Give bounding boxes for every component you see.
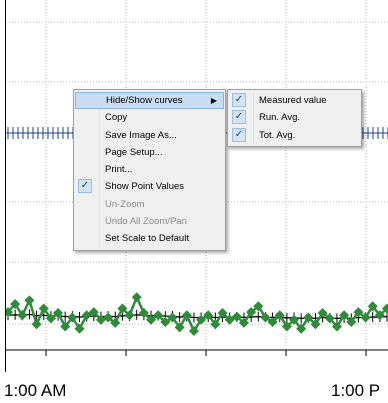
measured-point bbox=[6, 307, 13, 318]
context-menu-item-2[interactable]: Save Image As... bbox=[74, 127, 225, 144]
checkmark-icon: ✓ bbox=[78, 179, 92, 194]
hide-show-curves-submenu: ✓ Measured value ✓ Run. Avg. ✓ Tot. Avg. bbox=[227, 89, 362, 147]
measured-point bbox=[146, 314, 157, 325]
measured-point bbox=[253, 301, 264, 312]
measured-series bbox=[6, 292, 388, 336]
submenu-item-label: Measured value bbox=[259, 95, 327, 106]
measured-point bbox=[246, 307, 257, 318]
measured-point bbox=[174, 322, 185, 333]
measured-point bbox=[360, 312, 371, 323]
measured-point bbox=[88, 307, 99, 318]
context-menu-item-label: Undo All Zoom/Pan bbox=[105, 216, 187, 228]
context-menu-item-0[interactable]: Hide/Show curves ▶ bbox=[75, 92, 224, 110]
context-menu-item-5[interactable]: ✓ Show Point Values bbox=[74, 178, 225, 195]
measured-point bbox=[67, 312, 78, 323]
context-menu-item-4[interactable]: Print... bbox=[74, 161, 225, 178]
submenu-item-0[interactable]: ✓ Measured value bbox=[228, 92, 361, 109]
measured-point bbox=[131, 292, 142, 303]
submenu-item-1[interactable]: ✓ Run. Avg. bbox=[228, 109, 361, 126]
menu-gutter bbox=[99, 92, 100, 248]
measured-point bbox=[138, 308, 149, 318]
measured-point bbox=[374, 310, 385, 321]
measured-point bbox=[339, 310, 350, 321]
measured-point bbox=[124, 310, 135, 321]
context-menu-item-8[interactable]: Set Scale to Default bbox=[74, 230, 225, 247]
measured-point bbox=[274, 310, 285, 321]
measured-point bbox=[238, 317, 249, 328]
measured-point bbox=[367, 301, 378, 312]
context-menu-item-1[interactable]: Copy bbox=[74, 109, 225, 126]
context-menu-item-3[interactable]: Page Setup... bbox=[74, 144, 225, 161]
context-menu-item-label: Hide/Show curves bbox=[106, 95, 183, 106]
context-menu-item-label: Copy bbox=[105, 112, 128, 124]
measured-point bbox=[303, 312, 314, 323]
measured-point bbox=[31, 319, 42, 330]
measured-point bbox=[231, 311, 242, 322]
measured-point bbox=[188, 326, 199, 336]
measured-point bbox=[196, 314, 207, 325]
measured-point bbox=[45, 313, 56, 324]
measured-point bbox=[296, 323, 307, 334]
context-menu-item-7[interactable]: Undo All Zoom/Pan bbox=[74, 213, 225, 230]
x-tick-label-0: 1:00 AM bbox=[4, 381, 67, 400]
measured-point bbox=[317, 308, 328, 318]
checkmark-icon: ✓ bbox=[232, 93, 246, 107]
context-menu-item-label: Print... bbox=[105, 164, 133, 176]
measured-point bbox=[17, 310, 28, 321]
measured-point bbox=[181, 310, 192, 321]
plot-area[interactable] bbox=[5, 0, 388, 372]
measured-point bbox=[324, 313, 335, 324]
measured-point bbox=[310, 319, 321, 330]
x-axis bbox=[6, 349, 388, 356]
chart-svg bbox=[6, 0, 388, 356]
submenu-gutter bbox=[253, 92, 254, 144]
checkmark-icon: ✓ bbox=[232, 110, 246, 125]
measured-point bbox=[203, 310, 214, 321]
measured-point bbox=[160, 317, 171, 327]
measured-point bbox=[353, 307, 364, 318]
measured-point bbox=[153, 310, 164, 321]
measured-point bbox=[224, 314, 235, 325]
measured-point bbox=[103, 312, 114, 323]
measured-point bbox=[289, 314, 300, 325]
measured-point bbox=[382, 303, 388, 314]
measured-point bbox=[346, 317, 357, 327]
submenu-item-label: Run. Avg. bbox=[259, 112, 301, 124]
measured-point bbox=[10, 299, 21, 309]
measured-point bbox=[267, 317, 278, 327]
submenu-item-label: Tot. Avg. bbox=[259, 129, 296, 141]
x-tick-label-1: 1:00 P bbox=[331, 381, 381, 400]
context-menu-item-label: Save Image As... bbox=[105, 129, 177, 141]
submenu-item-2[interactable]: ✓ Tot. Avg. bbox=[228, 127, 361, 144]
measured-point bbox=[117, 303, 128, 314]
measured-point bbox=[24, 295, 35, 306]
context-menu-item-label: Set Scale to Default bbox=[105, 233, 189, 245]
measured-point bbox=[81, 310, 92, 321]
context-menu-item-6[interactable]: Un-Zoom bbox=[74, 196, 225, 213]
measured-point bbox=[60, 321, 71, 332]
measured-point bbox=[38, 303, 49, 314]
measured-point bbox=[331, 321, 342, 332]
context-menu-item-label: Show Point Values bbox=[105, 181, 185, 193]
checkmark-icon: ✓ bbox=[232, 127, 246, 142]
measured-point bbox=[110, 317, 121, 328]
measured-point bbox=[260, 312, 271, 323]
measured-point bbox=[217, 308, 228, 318]
measured-point bbox=[210, 319, 221, 330]
measured-point bbox=[281, 321, 292, 332]
context-menu-item-label: Un-Zoom bbox=[105, 198, 145, 210]
chart-context-menu: Hide/Show curves ▶ Copy Save Image As... Pag… bbox=[73, 89, 226, 251]
measured-point bbox=[53, 308, 64, 318]
context-menu-item-label: Page Setup... bbox=[105, 146, 163, 158]
measured-point bbox=[74, 323, 85, 334]
submenu-arrow-icon: ▶ bbox=[210, 96, 217, 105]
measured-point bbox=[167, 312, 178, 323]
